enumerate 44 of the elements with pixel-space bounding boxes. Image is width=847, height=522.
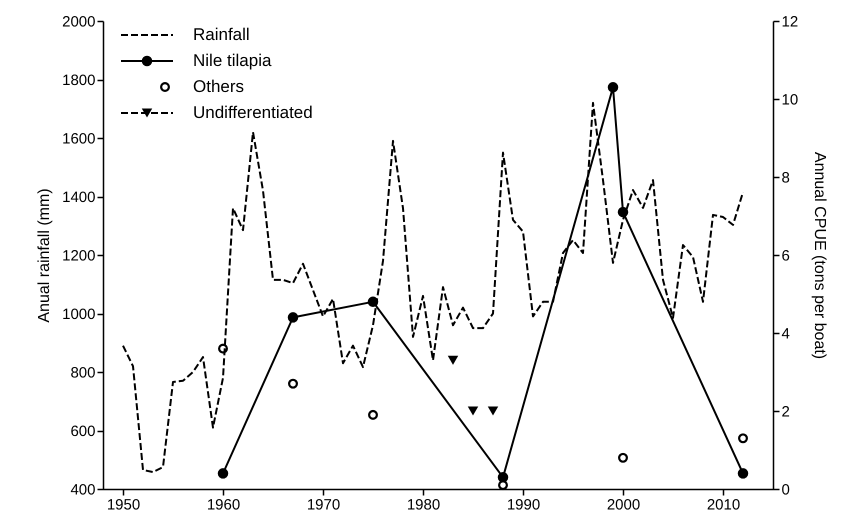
- point: [368, 296, 378, 308]
- y-tick-label: 2000: [62, 14, 96, 30]
- point: [738, 468, 748, 479]
- y-tick-label: 1000: [62, 306, 96, 323]
- point: [288, 378, 298, 389]
- legend-label: Rainfall: [193, 25, 250, 44]
- point: [608, 82, 618, 93]
- point: [218, 468, 228, 479]
- y2-tick-label: 2: [782, 404, 790, 420]
- legend-label: Undifferentiated: [193, 103, 313, 122]
- y-axis-title: Anual rainfall (mm): [36, 188, 54, 323]
- point: [498, 480, 508, 490]
- point: [288, 312, 298, 323]
- y2-tick-label: 6: [782, 248, 790, 264]
- x-tick-label: 1990: [506, 496, 540, 514]
- point: [448, 356, 458, 365]
- x-tick-label: 2000: [606, 496, 640, 514]
- legend-label: Nile tilapia: [193, 51, 272, 70]
- y2-tick-label: 10: [782, 92, 798, 108]
- point: [738, 433, 748, 444]
- point: [368, 410, 378, 420]
- point: [218, 344, 228, 354]
- point: [468, 406, 478, 416]
- y2-tick-label: 12: [782, 14, 798, 30]
- y-tick-label: 600: [70, 423, 96, 440]
- y-tick-label: 800: [70, 364, 96, 382]
- x-tick-label: 1980: [406, 496, 440, 514]
- x-tick-label: 1960: [206, 496, 240, 514]
- point: [618, 452, 628, 463]
- y-tick-label: 1800: [62, 72, 96, 89]
- y2-axis-title: Annual CPUE (tons per boat): [811, 152, 828, 360]
- y-tick-label: 1600: [62, 130, 96, 148]
- y-tick-label: 1200: [62, 248, 96, 264]
- legend-label: Others: [193, 77, 244, 96]
- y-tick-label: 1400: [62, 189, 96, 206]
- y2-tick-label: 4: [782, 326, 790, 342]
- point: [618, 206, 628, 218]
- y2-tick-label: 0: [782, 482, 790, 498]
- x-tick-label: 1950: [106, 496, 140, 514]
- point: [488, 406, 498, 416]
- y-tick-label: 400: [70, 482, 96, 498]
- y2-tick-label: 8: [782, 170, 790, 186]
- x-tick-label: 1970: [306, 496, 340, 514]
- x-tick-label: 2010: [706, 496, 740, 514]
